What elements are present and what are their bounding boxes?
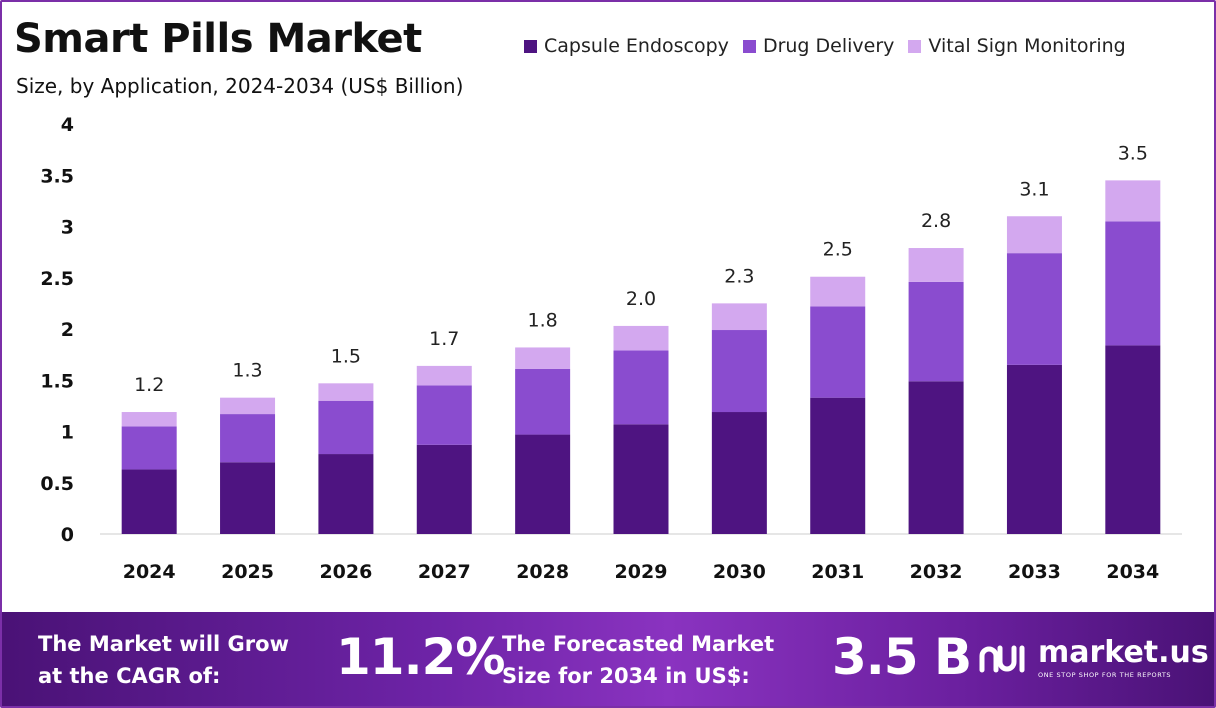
chart-title: Smart Pills Market: [14, 16, 422, 62]
y-tick-label: 4: [61, 114, 74, 136]
forecast-label-line1: The Forecasted Market: [502, 632, 775, 656]
bar-segment-vital-sign-monitoring: [613, 325, 669, 351]
cagr-label-line1: The Market will Grow: [38, 632, 289, 656]
bar-segment-drug-delivery: [1105, 221, 1161, 346]
legend-swatch-vital-sign-monitoring: [908, 39, 922, 53]
cagr-label-line2: at the CAGR of:: [38, 664, 221, 688]
brand-logo: market.us ONE STOP SHOP FOR THE REPORTS: [978, 638, 1209, 679]
bar-segment-drug-delivery: [613, 350, 669, 425]
bar-segment-capsule-endoscopy: [711, 412, 767, 534]
x-tick-label: 2029: [615, 561, 668, 583]
forecast-value: 3.5 B: [832, 628, 972, 686]
bar-segment-capsule-endoscopy: [810, 397, 866, 534]
bar-segment-vital-sign-monitoring: [810, 276, 866, 307]
bar-total-label: 1.8: [528, 309, 558, 331]
legend: Capsule Endoscopy Drug Delivery Vital Si…: [524, 35, 1126, 57]
x-tick-label: 2025: [221, 561, 274, 583]
bar-total-label: 3.1: [1019, 178, 1049, 200]
bar-segment-capsule-endoscopy: [908, 381, 964, 534]
bar-total-label: 1.5: [331, 345, 361, 367]
y-tick-label: 3.5: [40, 165, 74, 187]
legend-swatch-capsule-endoscopy: [524, 39, 537, 53]
bar-total-label: 3.5: [1118, 142, 1148, 164]
legend-swatch-drug-delivery: [742, 39, 756, 53]
bar-segment-drug-delivery: [810, 306, 866, 398]
bar-segment-drug-delivery: [318, 400, 374, 455]
bar-total-label: 1.2: [134, 374, 164, 396]
brand-name: market.us: [1038, 635, 1209, 670]
cagr-label: The Market will Grow at the CAGR of:: [38, 628, 289, 692]
x-tick-label: 2027: [418, 561, 471, 583]
bar-segment-drug-delivery: [515, 368, 571, 435]
cagr-value: 11.2%: [336, 628, 505, 686]
bar-segment-vital-sign-monitoring: [908, 248, 964, 282]
bar-segment-drug-delivery: [416, 385, 472, 445]
x-tick-label: 2028: [516, 561, 569, 583]
legend-label-vital-sign-monitoring: Vital Sign Monitoring: [928, 35, 1126, 57]
bar-segment-vital-sign-monitoring: [220, 397, 276, 415]
bar-segment-capsule-endoscopy: [1105, 345, 1161, 534]
y-tick-label: 2: [61, 319, 74, 341]
y-tick-label: 3: [61, 217, 74, 239]
bar-segment-capsule-endoscopy: [318, 454, 374, 534]
legend-item-vital-sign-monitoring: Vital Sign Monitoring: [908, 35, 1126, 57]
x-tick-label: 2030: [713, 561, 766, 583]
forecast-label: The Forecasted Market Size for 2034 in U…: [502, 628, 774, 692]
legend-label-drug-delivery: Drug Delivery: [762, 35, 895, 57]
y-tick-label: 1: [61, 422, 74, 444]
legend-label-capsule-endoscopy: Capsule Endoscopy: [544, 35, 729, 57]
bar-total-label: 2.8: [921, 210, 951, 232]
bar-total-label: 2.0: [626, 288, 656, 310]
bar-segment-vital-sign-monitoring: [121, 412, 177, 427]
bar-segment-capsule-endoscopy: [1006, 364, 1062, 534]
x-tick-label: 2026: [319, 561, 372, 583]
x-tick-label: 2033: [1008, 561, 1061, 583]
stacked-bar-chart: 0 0.5 1 1.5 2 2.5 3 3.5 4 1.2 2024 1.3 2025 1.5 2026 1.…: [40, 114, 1182, 583]
bar-segment-vital-sign-monitoring: [1105, 180, 1161, 222]
y-tick-label: 1.5: [40, 370, 74, 392]
bar-segment-capsule-endoscopy: [121, 469, 177, 534]
x-tick-label: 2031: [811, 561, 864, 583]
bar-segment-drug-delivery: [908, 281, 964, 382]
legend-item-drug-delivery: Drug Delivery: [742, 35, 895, 57]
bar-segment-drug-delivery: [220, 414, 276, 463]
bar-segment-vital-sign-monitoring: [515, 347, 571, 369]
bar-segment-capsule-endoscopy: [515, 434, 571, 534]
bar-segment-vital-sign-monitoring: [416, 365, 472, 386]
x-tick-label: 2034: [1106, 561, 1159, 583]
bar-total-label: 2.5: [823, 239, 853, 261]
chart-subtitle: Size, by Application, 2024-2034 (US$ Bil…: [16, 74, 464, 98]
bar-total-label: 1.7: [429, 328, 459, 350]
bar-segment-drug-delivery: [121, 426, 177, 470]
footer-banner: The Market will Grow at the CAGR of: 11.…: [2, 612, 1214, 706]
bar-segment-capsule-endoscopy: [416, 444, 472, 534]
y-tick-label: 0.5: [40, 473, 74, 495]
brand-tagline: ONE STOP SHOP FOR THE REPORTS: [1038, 671, 1172, 679]
bar-segment-capsule-endoscopy: [613, 424, 669, 534]
market-us-logo-icon: [979, 645, 1025, 672]
y-tick-label: 2.5: [40, 268, 74, 290]
bar-segment-vital-sign-monitoring: [318, 383, 374, 401]
x-tick-label: 2032: [910, 561, 963, 583]
legend-item-capsule-endoscopy: Capsule Endoscopy: [524, 35, 729, 57]
bar-segment-drug-delivery: [1006, 253, 1062, 365]
bar-total-label: 2.3: [724, 265, 754, 287]
bar-segment-vital-sign-monitoring: [711, 303, 767, 331]
y-tick-label: 0: [61, 524, 74, 546]
x-tick-label: 2024: [123, 561, 176, 583]
bar-segment-capsule-endoscopy: [220, 462, 276, 534]
bar-segment-drug-delivery: [711, 330, 767, 413]
bar-segment-vital-sign-monitoring: [1006, 216, 1062, 254]
bar-total-label: 1.3: [232, 360, 262, 382]
forecast-label-line2: Size for 2034 in US$:: [502, 664, 750, 688]
